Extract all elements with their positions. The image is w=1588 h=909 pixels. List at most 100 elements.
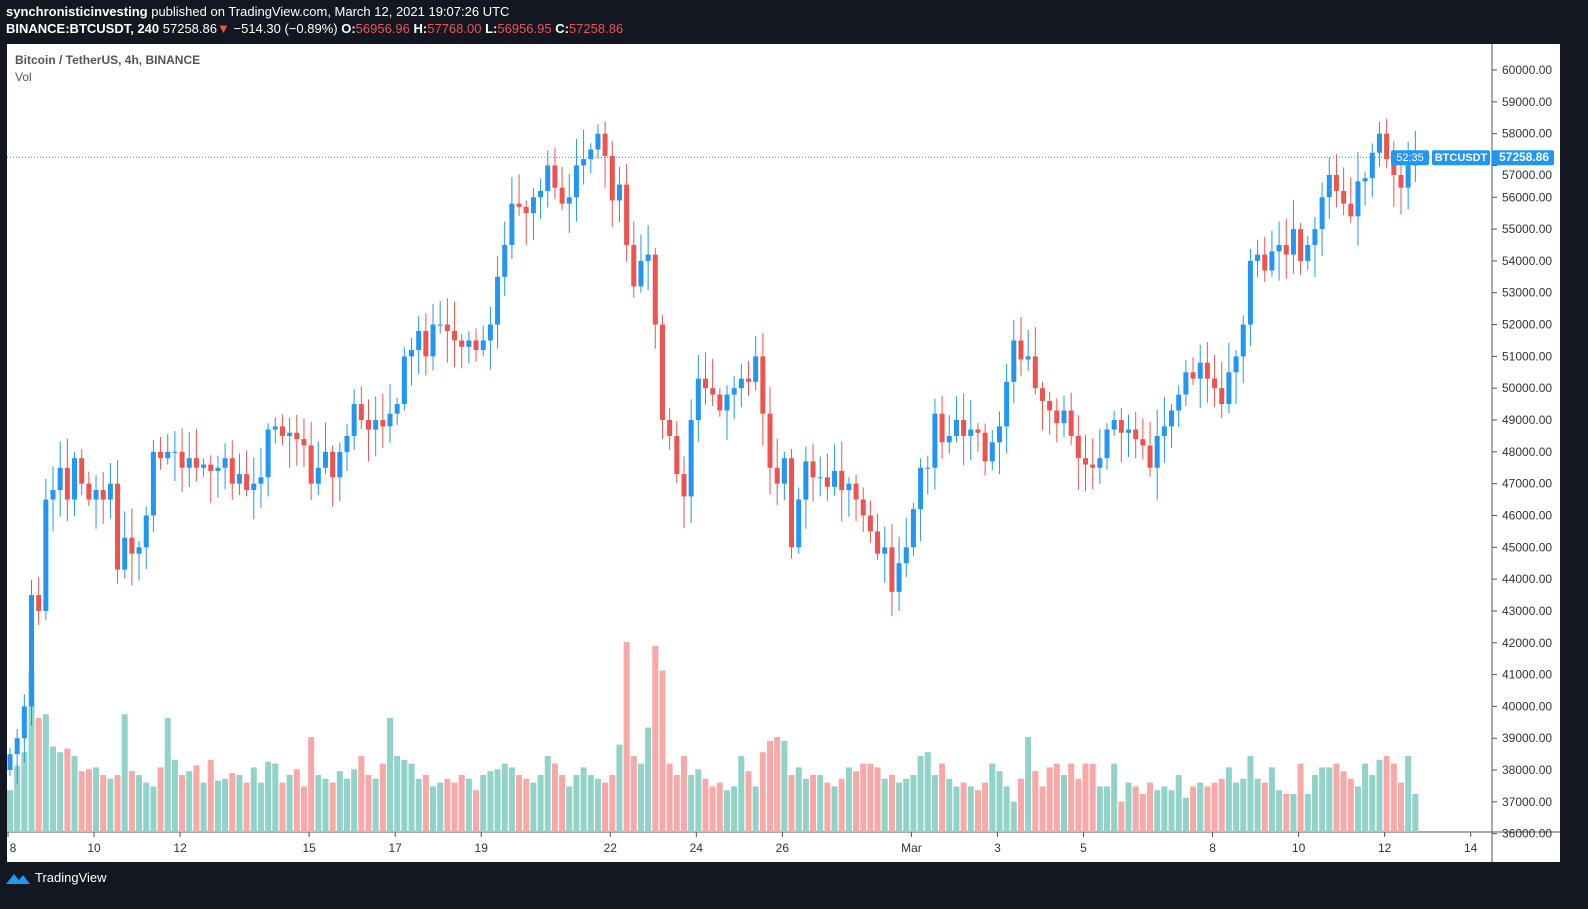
candle-body bbox=[480, 340, 486, 351]
volume-bar bbox=[1032, 771, 1039, 832]
candle-body bbox=[609, 155, 615, 201]
price-tick-label: 39000.00 bbox=[1502, 731, 1552, 745]
price-tick-label: 46000.00 bbox=[1502, 508, 1552, 522]
candle-body bbox=[860, 499, 866, 516]
volume-bar bbox=[845, 767, 852, 832]
candle-body bbox=[1298, 229, 1304, 261]
time-tick-label: 15 bbox=[302, 841, 316, 855]
volume-bar bbox=[322, 778, 329, 832]
brand-name: TradingView bbox=[35, 870, 107, 885]
chart-title: Bitcoin / TetherUS, 4h, BINANCE bbox=[15, 53, 201, 67]
volume-bar bbox=[1383, 756, 1390, 832]
volume-bar bbox=[810, 775, 817, 832]
candle-body bbox=[416, 330, 422, 351]
symbol: BINANCE:BTCUSDT, 240 bbox=[6, 21, 160, 36]
volume-bar bbox=[1104, 786, 1111, 832]
tradingview-logo[interactable]: TradingView bbox=[6, 870, 107, 885]
candle-body bbox=[1376, 133, 1382, 153]
candle-body bbox=[1405, 165, 1411, 188]
price-tick-label: 60000.00 bbox=[1502, 63, 1552, 77]
price-tick-label: 36000.00 bbox=[1502, 827, 1552, 841]
candle-body bbox=[889, 547, 895, 592]
volume-bar bbox=[731, 786, 738, 832]
time-tick-label: 10 bbox=[87, 841, 101, 855]
candle-body bbox=[1391, 159, 1397, 176]
volume-bar bbox=[616, 744, 623, 832]
volume-bar bbox=[1376, 759, 1383, 832]
volume-bar bbox=[279, 782, 286, 832]
author[interactable]: synchronisticinvesting bbox=[6, 4, 148, 19]
volume-bar bbox=[1233, 782, 1240, 832]
volume-bar bbox=[229, 773, 236, 832]
volume-bar bbox=[989, 763, 996, 832]
volume-bar bbox=[630, 756, 637, 832]
candle-body bbox=[573, 165, 579, 198]
volume-bar bbox=[795, 767, 802, 832]
volume-bar bbox=[50, 746, 57, 832]
volume-bar bbox=[250, 767, 257, 832]
candle-body bbox=[43, 499, 49, 611]
time-tick-label: 19 bbox=[475, 841, 489, 855]
candle-body bbox=[638, 260, 644, 287]
volume-bar bbox=[458, 775, 465, 832]
candle-body bbox=[1333, 175, 1339, 191]
volume-bar bbox=[1268, 767, 1275, 832]
volume-bar bbox=[516, 775, 523, 832]
volume-legend: Vol bbox=[15, 70, 32, 84]
candle-body bbox=[1362, 178, 1368, 182]
volume-bar bbox=[860, 763, 867, 832]
candlestick-chart[interactable]: 60000.00 59000.00 58000.00 57000.00 56000.00… bbox=[7, 44, 1560, 862]
price-tick-label: 56000.00 bbox=[1502, 190, 1552, 204]
volume-bar bbox=[351, 769, 358, 832]
volume-bar bbox=[207, 759, 214, 832]
volume-bar bbox=[917, 756, 924, 832]
candle-body bbox=[7, 754, 13, 771]
price-tick-label: 52000.00 bbox=[1502, 318, 1552, 332]
candle-body bbox=[996, 426, 1002, 443]
candle-body bbox=[487, 324, 493, 341]
candle-body bbox=[846, 483, 852, 491]
volume-bar bbox=[1362, 763, 1369, 832]
volume-bar bbox=[530, 782, 537, 832]
volume-bar bbox=[1397, 782, 1404, 832]
volume-bar bbox=[1240, 778, 1247, 832]
candle-body bbox=[982, 432, 988, 462]
volume-bar bbox=[1304, 794, 1311, 832]
volume-bar bbox=[358, 756, 365, 832]
volume-bar bbox=[537, 775, 544, 832]
publish-info: synchronisticinvesting published on Trad… bbox=[6, 4, 509, 19]
volume-bar bbox=[881, 778, 888, 832]
volume-bar bbox=[42, 714, 49, 832]
ohlc-bar: BINANCE:BTCUSDT, 240 57258.86▼ −514.30 (… bbox=[6, 21, 623, 36]
candle-body bbox=[1312, 229, 1318, 246]
candle-body bbox=[473, 340, 479, 351]
volume-bar bbox=[444, 778, 451, 832]
symbol-label-box bbox=[1432, 150, 1490, 166]
candle-body bbox=[1147, 445, 1153, 468]
volume-bar bbox=[867, 763, 874, 832]
price-tick-label: 51000.00 bbox=[1502, 349, 1552, 363]
candle-body bbox=[1355, 181, 1361, 217]
volume-bar bbox=[28, 670, 35, 832]
close-value: 57258.86 bbox=[568, 21, 624, 36]
volume-bar bbox=[1225, 767, 1232, 832]
price-tick-label: 49000.00 bbox=[1502, 413, 1552, 427]
volume-bar bbox=[544, 756, 551, 832]
published-text: published on TradingView.com, March 12, … bbox=[151, 4, 510, 19]
volume-bar bbox=[1060, 775, 1067, 832]
chart-panel[interactable]: 60000.00 59000.00 58000.00 57000.00 56000.00… bbox=[7, 44, 1560, 862]
candle-body bbox=[1276, 245, 1282, 252]
candle-body bbox=[115, 483, 121, 570]
candle-body bbox=[1169, 410, 1175, 427]
candle-body bbox=[1068, 410, 1074, 436]
candle-body bbox=[738, 378, 744, 389]
candle-body bbox=[1183, 372, 1189, 395]
candle-body bbox=[645, 254, 651, 261]
candle-body bbox=[287, 432, 293, 436]
candle-body bbox=[1075, 435, 1081, 459]
candle-body bbox=[516, 203, 522, 207]
volume-bar bbox=[1204, 786, 1211, 832]
price-tick-label: 43000.00 bbox=[1502, 604, 1552, 618]
volume-bar bbox=[222, 778, 229, 832]
volume-bar bbox=[387, 718, 394, 832]
